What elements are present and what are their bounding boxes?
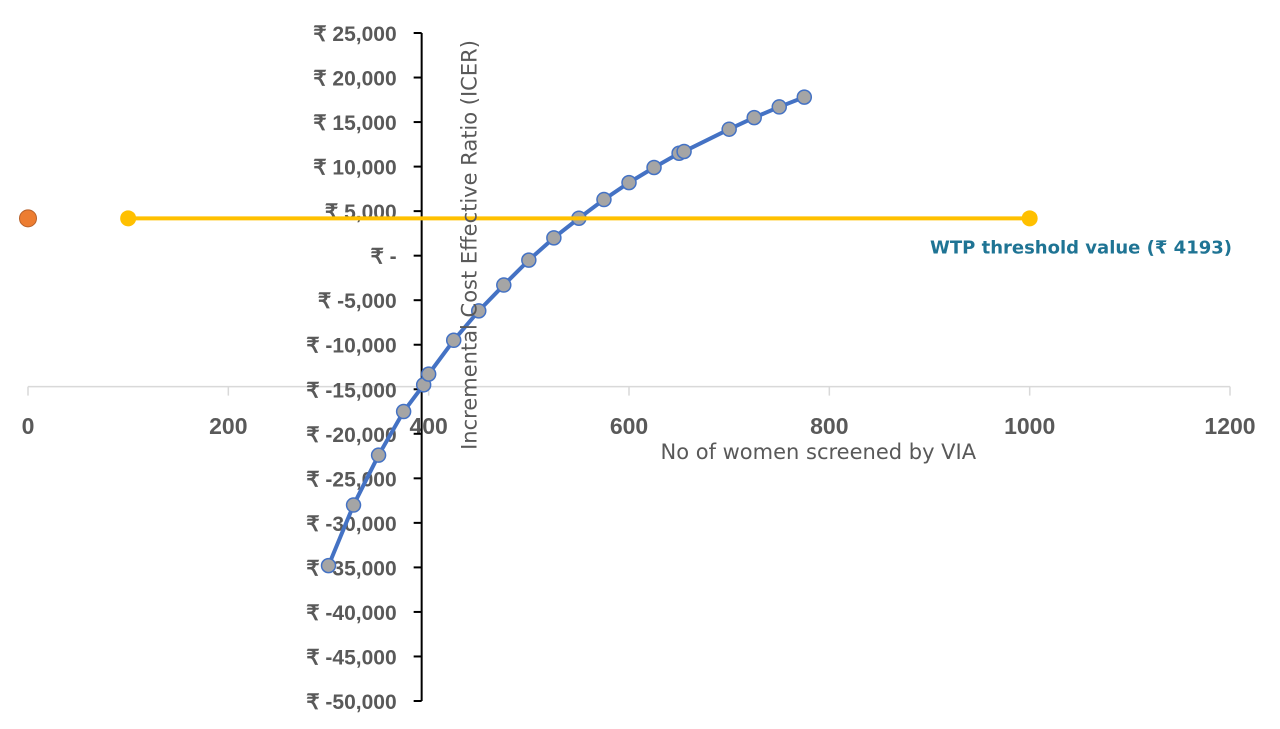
y-axis-title: Incremental Cost Effective Ratio (ICER)	[458, 40, 482, 450]
y-tick-label: ₹ -30,000	[306, 513, 396, 536]
y-tick-label: ₹ 20,000	[313, 68, 396, 91]
wtp-threshold-point	[1021, 210, 1038, 227]
x-tick-label: 800	[810, 413, 848, 439]
x-axis: 0 200 400 600 800 1000 1200	[22, 385, 1256, 439]
origin-marker-point	[19, 209, 37, 228]
icer-data-point	[320, 557, 337, 574]
icer-data-point	[496, 277, 512, 293]
x-axis-title: No of women screened by VIA	[660, 440, 976, 464]
icer-data-point	[676, 143, 692, 160]
y-tick-labels: ₹ 25,000 ₹ 20,000 ₹ 15,000 ₹ 10,000 ₹ 5,000 ₹…	[306, 23, 396, 714]
y-tick-label: ₹ -10,000	[306, 335, 396, 358]
y-tick-label: ₹ -45,000	[306, 646, 396, 669]
y-tick-label: ₹ -20,000	[306, 424, 396, 447]
x-tick-label: 0	[22, 413, 35, 439]
icer-data-point	[420, 366, 437, 382]
y-tick-marks	[413, 32, 422, 702]
x-tick-label: 200	[209, 413, 247, 439]
y-tick-label: ₹ -40,000	[306, 602, 396, 625]
icer-data-point	[370, 447, 387, 463]
y-tick-label: ₹ 15,000	[313, 112, 396, 135]
x-tick-label: 600	[610, 413, 648, 439]
x-tick-marks	[27, 386, 1231, 396]
icer-data-point	[646, 159, 662, 176]
y-tick-label: ₹ -50,000	[306, 691, 396, 714]
y-tick-label: ₹ 5,000	[325, 201, 397, 224]
wtp-threshold-label: WTP threshold value (₹ 4193)	[930, 237, 1232, 258]
y-tick-label: ₹ -5,000	[318, 290, 397, 313]
icer-data-point	[445, 332, 462, 349]
icer-data-point	[345, 497, 362, 513]
y-tick-label: ₹ -	[370, 246, 396, 269]
x-tick-label: 1000	[1004, 413, 1055, 439]
icer-data-point	[796, 89, 813, 105]
icer-data-point	[546, 230, 562, 246]
y-tick-label: ₹ 25,000	[313, 23, 396, 46]
y-tick-label: ₹ -35,000	[306, 557, 396, 580]
icer-series-line	[326, 95, 806, 567]
y-tick-label: ₹ 10,000	[313, 157, 396, 180]
icer-data-point	[771, 99, 787, 115]
y-axis: ₹ 25,000 ₹ 20,000 ₹ 15,000 ₹ 10,000 ₹ 5,000 ₹…	[306, 23, 423, 714]
icer-data-point	[471, 303, 487, 319]
icer-data-point	[596, 191, 612, 208]
icer-data-point	[395, 403, 412, 420]
y-tick-label: ₹ -15,000	[306, 379, 396, 402]
icer-data-point	[746, 109, 762, 126]
wtp-threshold-point	[120, 210, 137, 227]
x-tick-labels: 0 200 400 600 800 1000 1200	[22, 413, 1256, 439]
icer-data-point	[721, 121, 737, 137]
icer-data-point	[621, 174, 637, 191]
x-tick-label: 1200	[1204, 413, 1255, 439]
icer-data-point	[521, 252, 537, 268]
y-tick-label: ₹ -25,000	[306, 468, 396, 491]
series-layer	[19, 89, 1038, 574]
x-tick-label: 400	[409, 413, 447, 439]
